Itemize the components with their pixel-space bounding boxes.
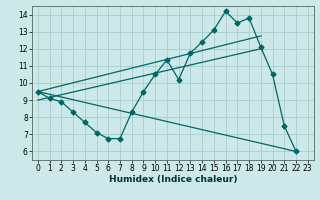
X-axis label: Humidex (Indice chaleur): Humidex (Indice chaleur) (108, 175, 237, 184)
